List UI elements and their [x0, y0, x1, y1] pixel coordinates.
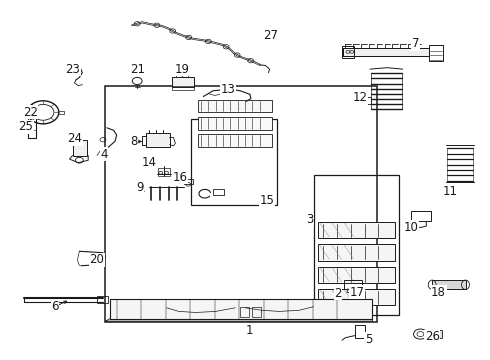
Bar	[426, 330, 442, 338]
Text: 21: 21	[130, 63, 145, 76]
Bar	[318, 267, 395, 283]
Text: 16: 16	[173, 171, 188, 184]
Text: 18: 18	[431, 286, 446, 299]
Text: 22: 22	[23, 106, 38, 119]
Bar	[73, 140, 87, 156]
Text: 5: 5	[365, 333, 372, 346]
Text: 24: 24	[67, 132, 82, 145]
Text: 14: 14	[142, 156, 157, 169]
Text: 13: 13	[220, 83, 235, 96]
Bar	[318, 289, 395, 305]
Bar	[314, 175, 399, 315]
Bar	[198, 134, 272, 147]
Text: 25: 25	[18, 120, 33, 133]
Bar	[342, 46, 354, 58]
Bar	[213, 189, 224, 195]
Text: 12: 12	[353, 91, 368, 104]
Text: 9: 9	[136, 181, 144, 194]
Bar	[146, 133, 170, 147]
Bar	[158, 168, 170, 176]
Bar	[355, 325, 365, 338]
Bar	[318, 222, 395, 238]
Bar	[105, 86, 377, 322]
Bar	[252, 307, 261, 317]
Text: 15: 15	[260, 194, 274, 207]
Text: 7: 7	[412, 37, 419, 50]
Bar	[343, 48, 429, 56]
Text: 6: 6	[51, 300, 59, 313]
Bar	[97, 296, 108, 303]
Bar	[344, 280, 362, 289]
Text: 4: 4	[100, 148, 108, 161]
Bar	[429, 45, 443, 61]
Text: 1: 1	[246, 324, 254, 337]
Text: 26: 26	[425, 330, 440, 343]
Text: 3: 3	[306, 213, 314, 226]
Text: 2: 2	[334, 287, 342, 300]
Bar	[432, 280, 466, 289]
Bar	[172, 77, 194, 87]
Text: 10: 10	[403, 221, 418, 234]
Text: 23: 23	[65, 63, 80, 76]
Text: 8: 8	[130, 135, 138, 148]
Bar	[343, 48, 429, 56]
Bar	[28, 118, 36, 138]
Bar	[318, 244, 395, 261]
Bar	[240, 307, 249, 317]
Bar	[184, 179, 193, 184]
Bar	[411, 211, 431, 221]
Bar	[198, 100, 272, 112]
Text: 27: 27	[263, 29, 278, 42]
Text: 11: 11	[442, 185, 457, 198]
Bar	[191, 119, 277, 205]
Bar	[110, 299, 372, 319]
Bar	[172, 86, 194, 90]
Text: 19: 19	[175, 63, 190, 76]
Bar	[365, 97, 371, 104]
Bar	[198, 117, 272, 130]
Text: 17: 17	[349, 286, 364, 299]
Bar	[58, 111, 64, 114]
Text: 20: 20	[90, 253, 104, 266]
